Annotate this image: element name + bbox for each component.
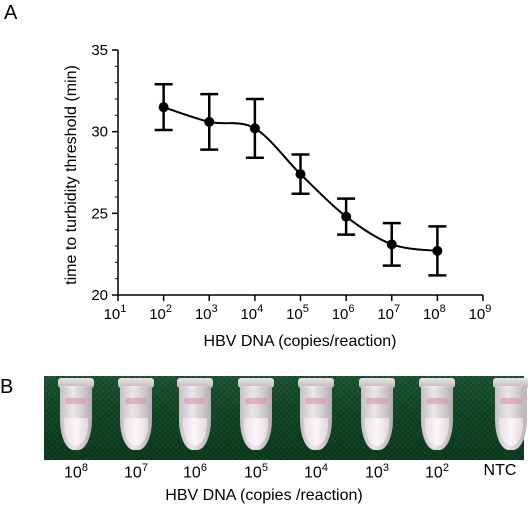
- tube-label: 105: [244, 462, 268, 482]
- sample-tube: [118, 378, 154, 452]
- panel-label-b: B: [0, 376, 14, 398]
- sample-tube: [493, 378, 528, 452]
- y-tick-label: 25: [91, 205, 108, 222]
- data-point: [295, 169, 306, 180]
- tube-label: 104: [304, 462, 328, 482]
- chart-axes: 20 25 30 35 101 102 103 104 105 106 107 108 109: [91, 42, 491, 323]
- panel-b-axis-title: HBV DNA (copies /reaction): [165, 487, 363, 504]
- tube-label: 103: [365, 462, 389, 482]
- x-tick-label: 105: [286, 303, 309, 323]
- tube-label: 102: [425, 462, 449, 482]
- data-point: [341, 211, 352, 222]
- y-tick-label: 35: [91, 42, 108, 59]
- sample-tube: [359, 378, 395, 452]
- dose-response-chart: 20 25 30 35 101 102 103 104 105 106 107 108 109 HBV …: [63, 42, 491, 350]
- x-tick-label: 104: [240, 303, 263, 323]
- sample-tube: [298, 378, 334, 452]
- x-tick-label: 101: [104, 303, 127, 323]
- y-axis-title: time to turbidity threshold (min): [63, 65, 80, 285]
- tube-photo: [44, 376, 528, 460]
- y-tick-label: 20: [91, 287, 108, 304]
- x-tick-label: 109: [469, 303, 492, 323]
- x-tick-label: 102: [149, 303, 172, 323]
- x-axis-title: HBV DNA (copies/reaction): [204, 333, 397, 350]
- data-points-group: [154, 83, 447, 277]
- sample-tube: [58, 378, 94, 452]
- x-tick-label: 106: [332, 303, 355, 323]
- data-point: [204, 116, 215, 127]
- x-tick-label: 108: [423, 303, 446, 323]
- data-point: [158, 102, 169, 113]
- tube-label: NTC: [483, 462, 517, 479]
- data-point: [386, 239, 397, 250]
- panel-label-a: A: [4, 2, 18, 24]
- sample-tube: [419, 378, 455, 452]
- tube-label: 108: [64, 462, 88, 482]
- sample-tube: [177, 378, 213, 452]
- x-tick-label: 103: [195, 303, 218, 323]
- x-tick-label: 107: [377, 303, 400, 323]
- data-point: [249, 123, 260, 134]
- tube-label: 107: [124, 462, 148, 482]
- data-point: [432, 245, 443, 256]
- sample-tube: [238, 378, 274, 452]
- y-tick-label: 30: [91, 124, 108, 141]
- tube-label: 106: [183, 462, 207, 482]
